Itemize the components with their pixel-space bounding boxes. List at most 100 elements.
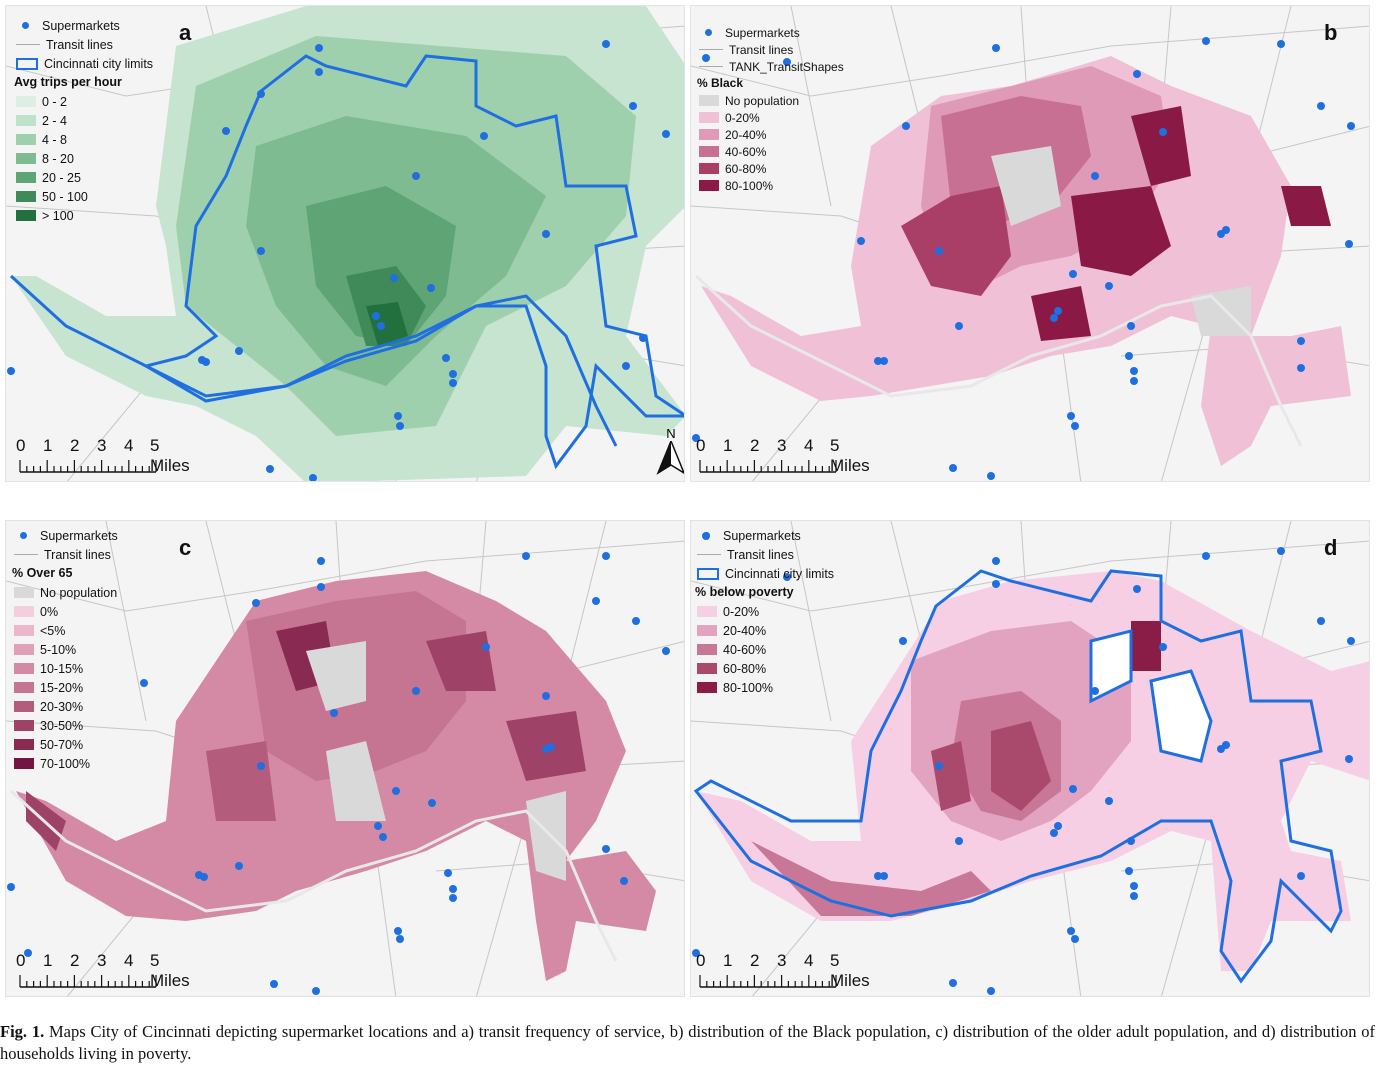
legend-swatch [14, 644, 34, 655]
legend-class-item: 60-80% [697, 160, 844, 177]
scale-ticks [699, 460, 837, 473]
ohio-river [9, 789, 618, 962]
scale-ticks [699, 975, 837, 988]
legend-class-label: 70-100% [40, 756, 91, 771]
legend-swatch [699, 112, 719, 123]
legend-swatch [16, 172, 36, 183]
legend-item-tank: TANK_TransitShapes [697, 58, 844, 75]
legend-label: Transit lines [44, 547, 111, 562]
legend-class-label: No population [40, 585, 118, 600]
legend-label: Transit lines [729, 42, 794, 57]
supermarket-dot-icon [703, 532, 710, 539]
legend-swatch [16, 210, 36, 221]
legend-item-city-limits: Cincinnati city limits [14, 54, 153, 73]
legend-class-label: 40-60% [723, 642, 767, 657]
legend-class-item: 20-40% [697, 126, 844, 143]
legend-class-item: > 100 [14, 206, 153, 225]
legend-label: Cincinnati city limits [44, 56, 154, 71]
legend-class-label: <5% [40, 623, 66, 638]
legend-class-item: 0-20% [695, 602, 834, 621]
legend-label: TANK_TransitShapes [729, 59, 844, 74]
scale-label: 2 [750, 951, 760, 970]
scale-label: 2 [70, 436, 80, 455]
map-panel-d: d Supermarkets Transit lines Cincinnati … [690, 520, 1370, 997]
legend-swatch [697, 644, 717, 655]
supermarket-points [692, 532, 1355, 995]
scale-label: 1 [723, 951, 733, 970]
legend-classes: No population 0% <5% 5-10% 10-15% 15-20% 20-30… [12, 583, 118, 773]
ohio-river [9, 274, 618, 447]
legend-class-label: 60-80% [725, 161, 767, 176]
legend-class-item: 80-100% [695, 678, 834, 697]
legend-item-transit: Transit lines [14, 35, 153, 54]
supermarket-points [7, 40, 670, 481]
tract-shading [696, 571, 1369, 971]
legend-classes: 0-20% 20-40% 40-60% 60-80% 80-100% [695, 602, 834, 697]
legend-class-label: 50-70% [40, 737, 84, 752]
legend-class-label: 0 - 2 [42, 94, 68, 109]
legend-class-item: 0 - 2 [14, 92, 153, 111]
legend-class-item: 20-40% [695, 621, 834, 640]
scale-label: 2 [70, 951, 80, 970]
legend-swatch [14, 739, 34, 750]
tank-line-icon [699, 66, 723, 67]
legend-item-transit: Transit lines [695, 545, 834, 564]
tract-shading [16, 571, 656, 981]
legend-class-item: 5-10% [12, 640, 118, 659]
legend-class-item: 40-60% [697, 143, 844, 160]
legend-item-transit: Transit lines [12, 545, 118, 564]
legend-swatch [699, 146, 719, 157]
scale-label: 0 [16, 951, 26, 970]
legend-label: Transit lines [727, 547, 794, 562]
city-limits-icon [697, 567, 719, 580]
legend-class-label: 60-80% [723, 661, 767, 676]
transit-line-icon [16, 44, 40, 45]
legend-swatch [14, 682, 34, 693]
supermarket-dot-icon [22, 22, 29, 29]
scale-label: 0 [696, 436, 706, 455]
legend-class-label: 40-60% [725, 144, 767, 159]
legend-classes: 0 - 2 2 - 4 4 - 8 8 - 20 20 - 25 50 - 100 > 10… [14, 92, 153, 225]
legend-class-label: 20-30% [40, 699, 84, 714]
legend-swatch [699, 129, 719, 140]
panel-letter-a: a [179, 20, 192, 45]
transit-line-icon [699, 49, 723, 50]
legend-class-item: 8 - 20 [14, 149, 153, 168]
legend-item-city-limits: Cincinnati city limits [695, 564, 834, 583]
legend-classes: No population 0-20% 20-40% 40-60% 60-80% 80-1… [697, 92, 844, 194]
legend-class-item: 40-60% [695, 640, 834, 659]
legend-class-item: 10-15% [12, 659, 118, 678]
legend-swatch [14, 587, 34, 598]
legend-swatch [14, 663, 34, 674]
legend-class-label: > 100 [42, 208, 74, 223]
legend-class-label: 0-20% [723, 604, 760, 619]
transit-frequency-map [6, 6, 684, 481]
legend-class-label: 4 - 8 [42, 132, 68, 147]
north-arrow-icon [656, 439, 684, 475]
older-adult-map [6, 521, 684, 996]
scale-label: 3 [777, 436, 787, 455]
legend-label: Transit lines [46, 37, 113, 52]
tract-shading [701, 56, 1351, 466]
map-panel-b: b Supermarkets Transit lines TANK_Transi… [690, 5, 1370, 482]
map-panel-a: a Supermarkets Transit lines Cincinnati … [5, 5, 685, 482]
supermarket-points [692, 37, 1355, 480]
legend-swatch [14, 758, 34, 769]
legend-swatch [16, 153, 36, 164]
legend-class-label: 20-40% [725, 127, 767, 142]
scale-label: 5 Miles [830, 436, 870, 475]
legend-d: Supermarkets Transit lines Cincinnati ci… [695, 526, 834, 697]
legend-swatch [699, 163, 719, 174]
city-limits-outline [142, 54, 684, 470]
map-panel-c: c Supermarkets Transit lines % Over 65 N… [5, 520, 685, 997]
caption-text: Maps City of Cincinnati depicting superm… [0, 1022, 1375, 1063]
legend-swatch [14, 625, 34, 636]
supermarket-points [7, 552, 670, 995]
legend-title: % Black [697, 76, 744, 90]
scale-label: 4 [804, 951, 814, 970]
legend-class-item: 60-80% [695, 659, 834, 678]
